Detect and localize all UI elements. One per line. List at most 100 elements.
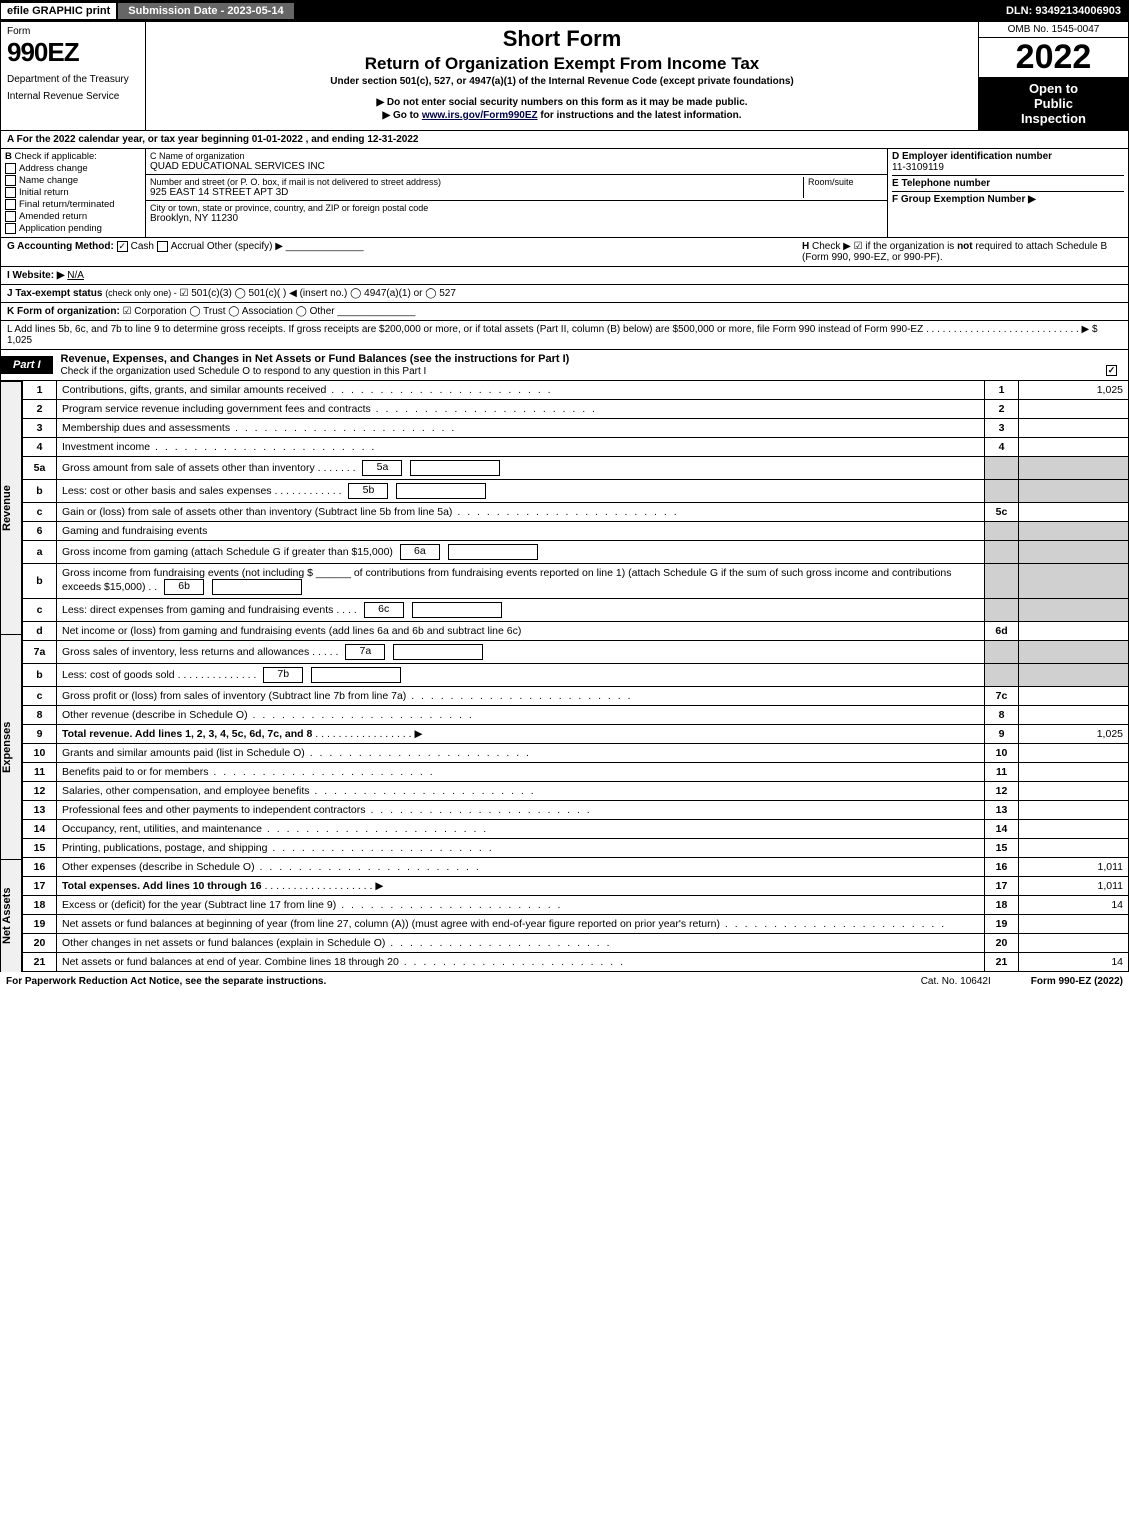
footer-cat: Cat. No. 10642I [921, 976, 991, 987]
chk-application-pending[interactable]: Application pending [5, 223, 141, 234]
page-footer: For Paperwork Reduction Act Notice, see … [0, 972, 1129, 991]
dln-label: DLN: 93492134006903 [998, 3, 1129, 19]
org-name-label: C Name of organization [150, 151, 883, 161]
k-label: K Form of organization: [7, 306, 120, 317]
h-text: Check ▶ ☑ if the organization is [812, 241, 957, 252]
col-d: D Employer identification number 11-3109… [888, 149, 1128, 237]
chk-initial-return[interactable]: Initial return [5, 187, 141, 198]
website-value: N/A [67, 270, 84, 281]
line-14: 14Occupancy, rent, utilities, and mainte… [23, 820, 1129, 839]
part1-schedule-o-check[interactable]: ✓ [1106, 365, 1117, 376]
dept-treasury: Department of the Treasury [7, 74, 139, 85]
col-b-label: Check if applicable: [15, 151, 97, 162]
line-8: 8Other revenue (describe in Schedule O)8 [23, 706, 1129, 725]
g-label: G Accounting Method: [7, 241, 114, 252]
line-12: 12Salaries, other compensation, and empl… [23, 782, 1129, 801]
line-18: 18Excess or (deficit) for the year (Subt… [23, 896, 1129, 915]
val-5a[interactable] [410, 460, 500, 476]
ein-value: 11-3109119 [892, 162, 944, 173]
j-label: J Tax-exempt status [7, 288, 102, 299]
form-word: Form [7, 26, 139, 37]
instr-goto-pre: ▶ Go to [382, 110, 421, 121]
chk-accrual[interactable] [157, 241, 168, 252]
part1-check-note: Check if the organization used Schedule … [61, 366, 427, 377]
city-row: City or town, state or province, country… [146, 201, 887, 226]
line-9: 9Total revenue. Add lines 1, 2, 3, 4, 5c… [23, 725, 1129, 744]
line-21: 21Net assets or fund balances at end of … [23, 953, 1129, 972]
h-not: not [957, 241, 973, 252]
footer-left: For Paperwork Reduction Act Notice, see … [6, 976, 326, 987]
row-i: I Website: ▶ N/A [0, 267, 1129, 285]
addr-label: Number and street (or P. O. box, if mail… [150, 177, 803, 187]
line-6a: aGross income from gaming (attach Schedu… [23, 541, 1129, 564]
omb-number: OMB No. 1545-0047 [979, 22, 1128, 38]
val-7a[interactable] [393, 644, 483, 660]
irs-link[interactable]: www.irs.gov/Form990EZ [422, 110, 538, 121]
line-6d: dNet income or (loss) from gaming and fu… [23, 622, 1129, 641]
header-left: Form 990EZ Department of the Treasury In… [1, 22, 146, 130]
city-value: Brooklyn, NY 11230 [150, 213, 883, 224]
header-right: OMB No. 1545-0047 2022 Open to Public In… [978, 22, 1128, 130]
vside-expenses: Expenses [0, 634, 22, 859]
line-3: 3Membership dues and assessments3 [23, 419, 1129, 438]
line-2: 2Program service revenue including gover… [23, 400, 1129, 419]
chk-name-change[interactable]: Name change [5, 175, 141, 186]
g-accrual: Accrual [171, 241, 204, 252]
i-label: I Website: ▶ [7, 270, 65, 281]
g-other: Other (specify) ▶ [207, 241, 283, 252]
chk-amended-return[interactable]: Amended return [5, 211, 141, 222]
val-6c[interactable] [412, 602, 502, 618]
j-opts: ☑ 501(c)(3) ◯ 501(c)( ) ◀ (insert no.) ◯… [180, 288, 456, 299]
line-5c: cGain or (loss) from sale of assets othe… [23, 503, 1129, 522]
box-6a: 6a [400, 544, 440, 560]
g-cash: Cash [131, 241, 154, 252]
footer-form: Form 990-EZ (2022) [1031, 976, 1123, 987]
line-5a: 5aGross amount from sale of assets other… [23, 457, 1129, 480]
j-note: (check only one) - [105, 288, 177, 298]
efile-print-label[interactable]: efile GRAPHIC print [0, 2, 117, 20]
city-label: City or town, state or province, country… [150, 203, 883, 213]
col-c: C Name of organization QUAD EDUCATIONAL … [146, 149, 888, 237]
chk-address-change[interactable]: Address change [5, 163, 141, 174]
dept-irs: Internal Revenue Service [7, 91, 139, 102]
box-7a: 7a [345, 644, 385, 660]
room-label: Room/suite [808, 177, 883, 187]
title-short-form: Short Form [154, 26, 970, 52]
col-b: B Check if applicable: Address change Na… [1, 149, 146, 237]
org-name-value: QUAD EDUCATIONAL SERVICES INC [150, 161, 883, 172]
val-5b[interactable] [396, 483, 486, 499]
val-7b[interactable] [311, 667, 401, 683]
lines-table: 1Contributions, gifts, grants, and simil… [22, 381, 1129, 972]
topbar: efile GRAPHIC print Submission Date - 20… [0, 0, 1129, 22]
section-a: A For the 2022 calendar year, or tax yea… [0, 131, 1129, 149]
line-11: 11Benefits paid to or for members11 [23, 763, 1129, 782]
line-15: 15Printing, publications, postage, and s… [23, 839, 1129, 858]
part1-header: Part I Revenue, Expenses, and Changes in… [0, 350, 1129, 381]
instr-goto: ▶ Go to www.irs.gov/Form990EZ for instru… [154, 110, 970, 121]
instr-ssn: ▶ Do not enter social security numbers o… [154, 97, 970, 108]
box-5b: 5b [348, 483, 388, 499]
address-row: Number and street (or P. O. box, if mail… [146, 175, 887, 201]
line-17: 17Total expenses. Add lines 10 through 1… [23, 877, 1129, 896]
val-6b[interactable] [212, 579, 302, 595]
open-line3: Inspection [983, 111, 1124, 126]
line-19: 19Net assets or fund balances at beginni… [23, 915, 1129, 934]
header-center: Short Form Return of Organization Exempt… [146, 22, 978, 130]
tel-label: E Telephone number [892, 178, 990, 189]
line-7b: bLess: cost of goods sold . . . . . . . … [23, 664, 1129, 687]
title-note: Under section 501(c), 527, or 4947(a)(1)… [154, 76, 970, 87]
chk-cash[interactable]: ✓ [117, 241, 128, 252]
open-line2: Public [983, 96, 1124, 111]
val-6a[interactable] [448, 544, 538, 560]
instr-goto-post: for instructions and the latest informat… [538, 110, 742, 121]
line-1: 1Contributions, gifts, grants, and simil… [23, 381, 1129, 400]
line-13: 13Professional fees and other payments t… [23, 801, 1129, 820]
part1-title: Revenue, Expenses, and Changes in Net As… [53, 350, 1128, 380]
part1-tag: Part I [1, 356, 53, 374]
line-7a: 7aGross sales of inventory, less returns… [23, 641, 1129, 664]
group-exempt-label: F Group Exemption Number ▶ [892, 194, 1036, 205]
info-grid: B Check if applicable: Address change Na… [0, 149, 1129, 238]
part1-body: Revenue Expenses Net Assets 1Contributio… [0, 381, 1129, 972]
chk-final-return[interactable]: Final return/terminated [5, 199, 141, 210]
form-number: 990EZ [7, 37, 139, 68]
